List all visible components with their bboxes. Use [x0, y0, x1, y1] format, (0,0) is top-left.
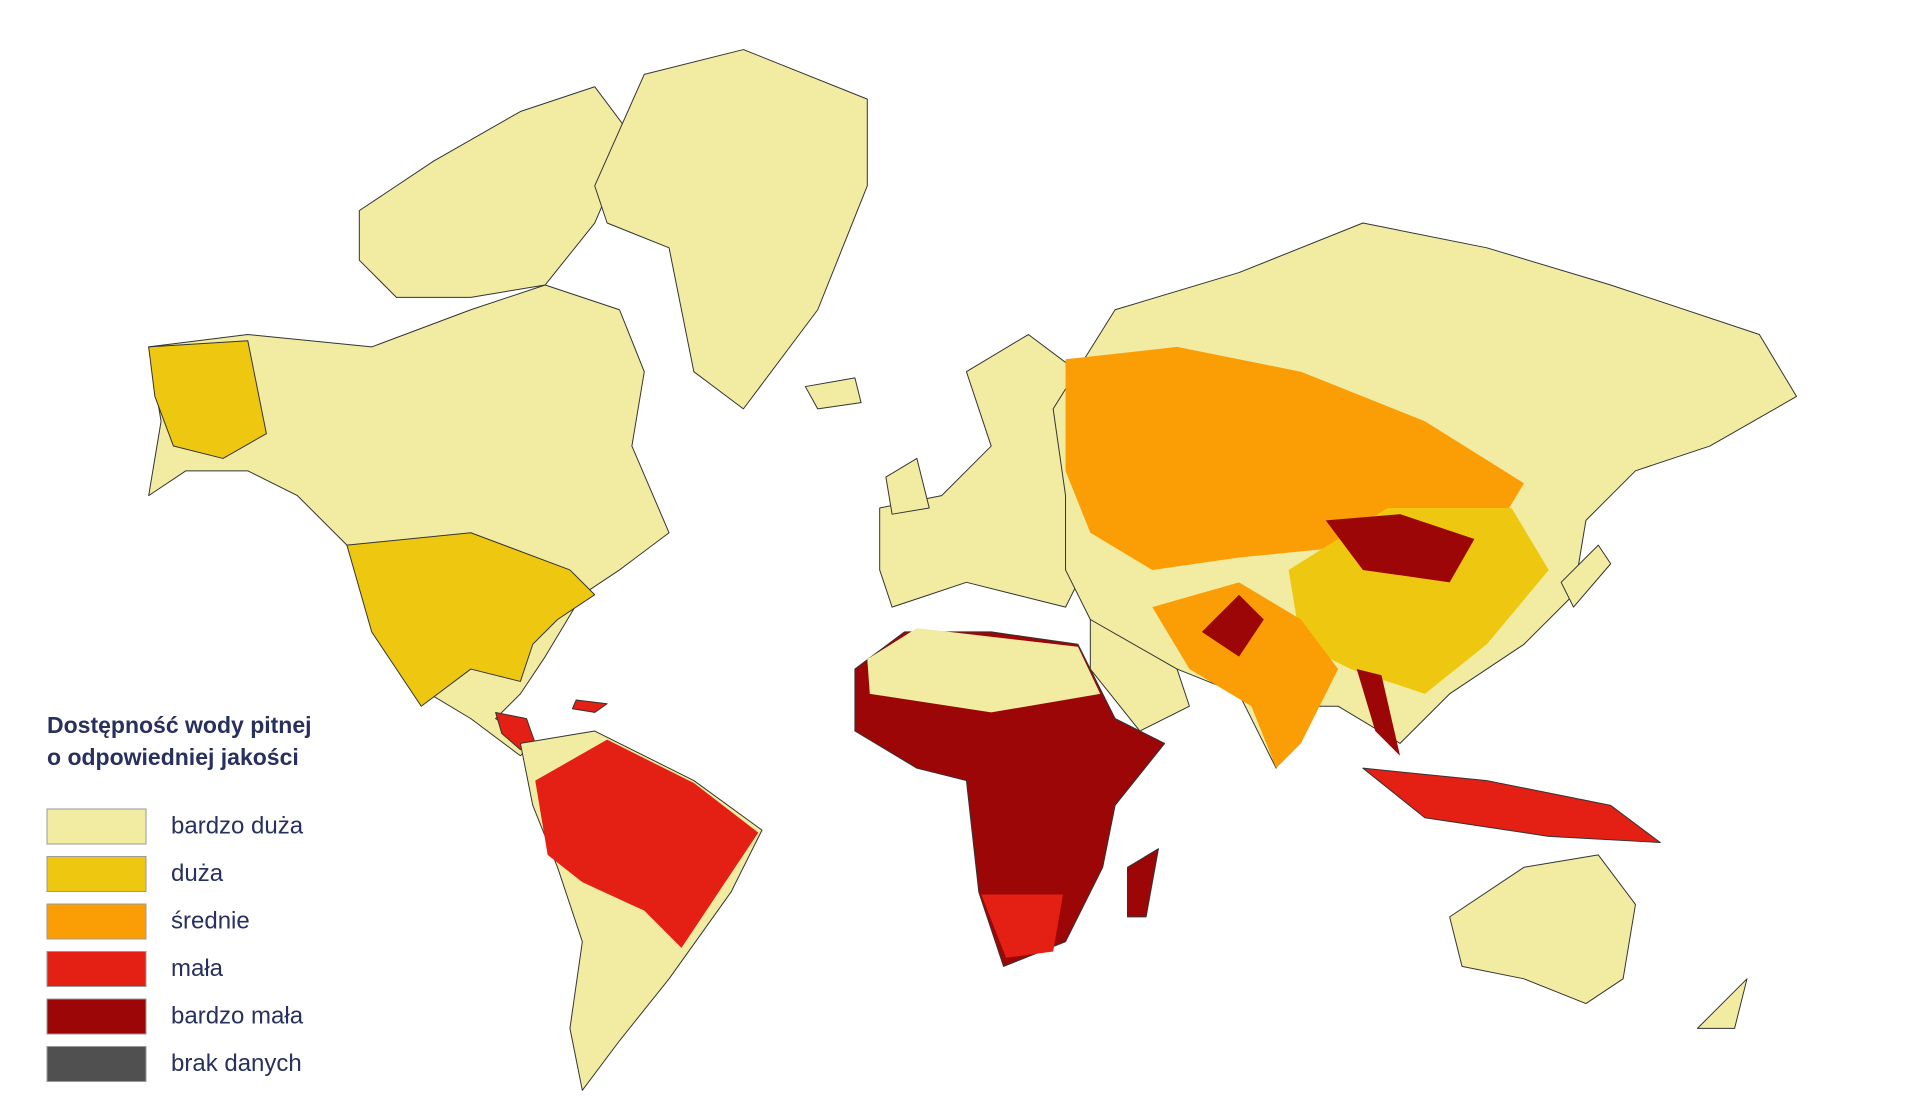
madagascar: [1126, 848, 1159, 918]
africa: [854, 631, 1166, 967]
legend-swatch: [46, 808, 147, 845]
alaska: [148, 340, 267, 459]
united-states: [346, 532, 596, 707]
caribbean: [571, 699, 608, 713]
new-zealand: [1696, 978, 1748, 1029]
continents: [148, 49, 1798, 1091]
arctic-islands: [358, 86, 633, 298]
indonesia: [1362, 767, 1661, 844]
legend-label: brak danych: [171, 1050, 302, 1077]
legend-label: mała: [171, 955, 224, 982]
greenland: [594, 49, 868, 410]
legend-title: o odpowiedniej jakości: [47, 744, 299, 770]
japan: [1560, 544, 1612, 608]
mongolia: [1325, 514, 1475, 583]
legend-label: bardzo duża: [171, 812, 304, 839]
amazon-region: [535, 739, 759, 948]
iceland: [804, 377, 862, 410]
legend-swatch: [46, 951, 147, 987]
legend-swatch: [46, 1046, 147, 1082]
india: [1152, 582, 1339, 769]
legend-label: średnie: [171, 907, 250, 934]
southeast-asia: [1356, 669, 1401, 756]
afghanistan: [1201, 594, 1264, 657]
legend-label: bardzo mała: [171, 1002, 304, 1029]
southern-africa: [981, 894, 1064, 958]
sahara: [867, 628, 1101, 713]
legend-title: Dostępność wody pitnej: [47, 712, 312, 738]
legend-swatch: [46, 998, 147, 1035]
australia: [1449, 854, 1636, 1005]
legend-swatch: [46, 856, 147, 892]
legend-swatch: [46, 903, 147, 940]
middle-east: [1089, 619, 1190, 732]
legend: Dostępność wody pitnej o odpowiedniej ja…: [46, 712, 312, 1082]
britain: [885, 457, 930, 515]
legend-label: duża: [171, 860, 224, 887]
